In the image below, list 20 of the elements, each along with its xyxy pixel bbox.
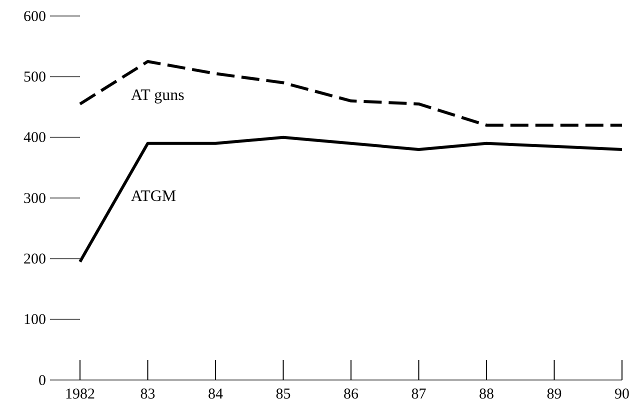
x-tick-label: 87 [411, 386, 427, 403]
y-tick-label: 200 [24, 251, 46, 268]
line-series [78, 136, 624, 264]
x-tick-label: 1982 [65, 386, 95, 403]
y-tick-label: 600 [24, 8, 46, 25]
x-tick-label: 85 [276, 386, 291, 403]
x-tick-label: 88 [479, 386, 494, 403]
x-tick-label: 89 [546, 386, 562, 403]
y-tick-label: 100 [24, 312, 46, 328]
y-tick-label: 500 [24, 69, 46, 86]
series-label: ATGM [130, 188, 176, 205]
y-tick-label: 400 [24, 130, 46, 146]
series-label: AT guns [130, 87, 184, 104]
x-tick-label: 84 [208, 386, 224, 403]
y-tick-label: 300 [24, 190, 46, 207]
x-tick-label: 83 [140, 386, 156, 403]
line-series [78, 60, 624, 127]
x-tick-label: 86 [344, 386, 359, 403]
x-tick-label: 90 [614, 386, 629, 403]
y-tick-label: 0 [38, 372, 46, 389]
